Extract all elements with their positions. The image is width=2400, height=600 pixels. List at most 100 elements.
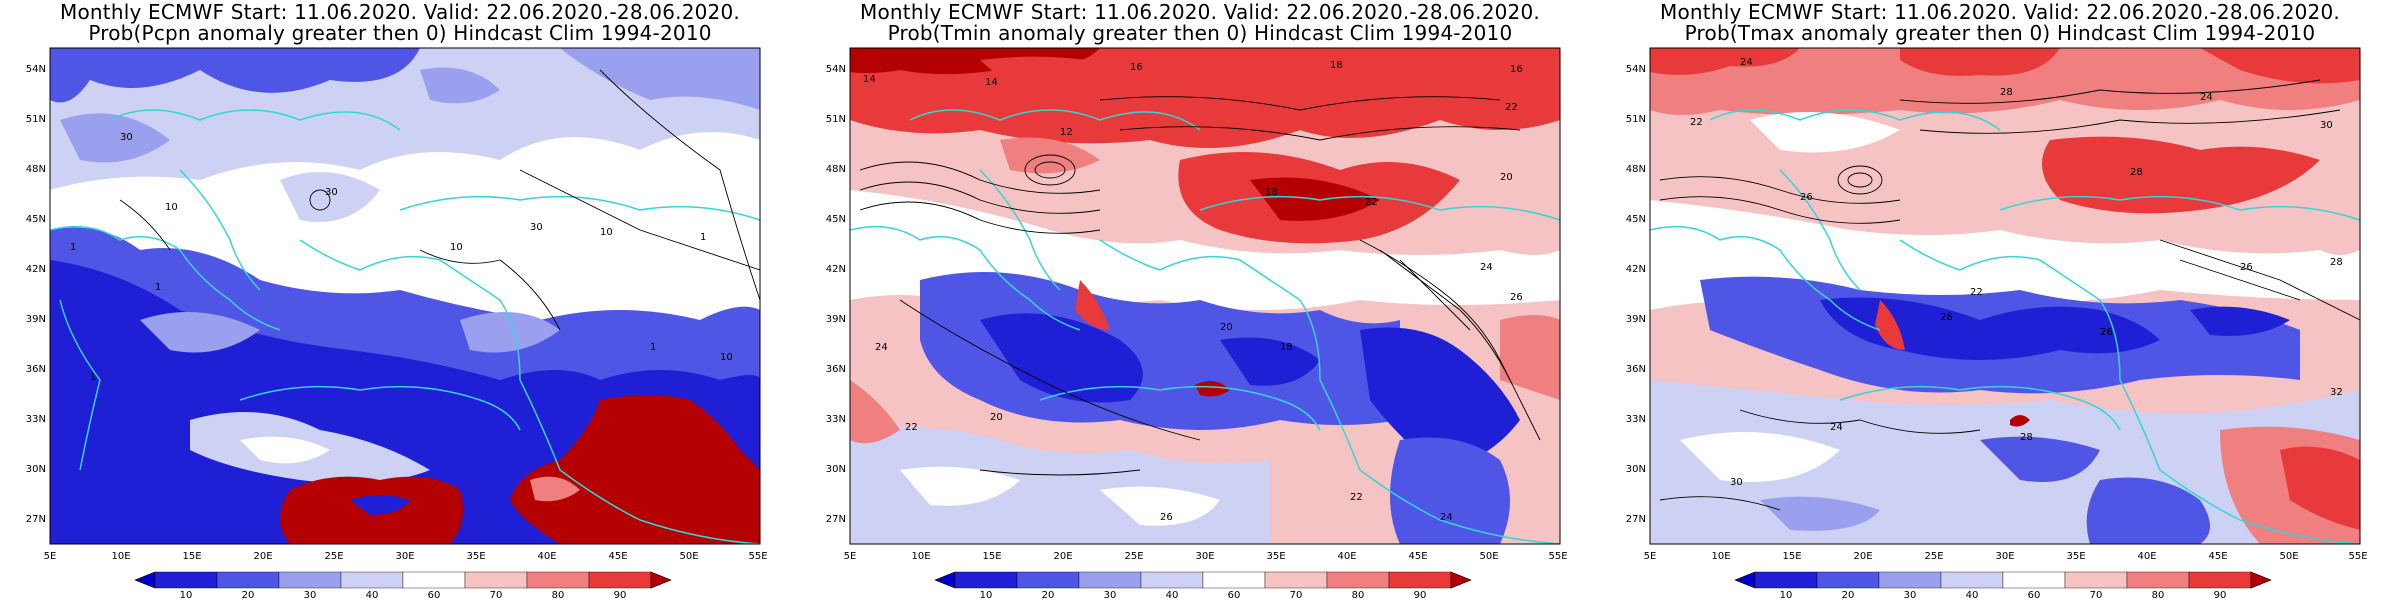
colorbar-label: 30: [1104, 590, 1117, 600]
contour-label: 30: [325, 187, 338, 198]
contour-labels: 14 16 18 16 14 12 20 22 18 22 24 26 24 2…: [863, 60, 1523, 523]
colorbar-label: 40: [366, 590, 379, 600]
contour-label: 30: [530, 222, 543, 233]
contour-label: 26: [1160, 512, 1173, 523]
contour-label: 10: [165, 202, 178, 213]
probability-field: [850, 48, 1560, 544]
lon-tick: 50E: [2279, 551, 2298, 562]
lon-tick: 50E: [679, 551, 698, 562]
lon-axis: 5E 10E 15E 20E 25E 30E 35E 40E 45E 50E 5…: [44, 551, 768, 562]
contour-label: 32: [2330, 387, 2343, 398]
colorbar-label: 30: [304, 590, 317, 600]
coastlines: [850, 109, 1560, 544]
precip-map-svg: 10 30 30 10 1 1 1 1 10 30 1 10 54N 51N 4…: [26, 47, 768, 600]
lon-tick: 15E: [1782, 551, 1801, 562]
colorbar-label: 80: [1352, 590, 1365, 600]
lat-tick: 42N: [826, 264, 846, 275]
lon-tick: 55E: [2348, 551, 2367, 562]
contour-label: 1: [70, 242, 76, 253]
contour-label: 10: [720, 352, 733, 363]
colorbar-labels: 10 20 30 40 60 70 80 90: [1780, 590, 2227, 600]
contour-label: 28: [2130, 167, 2143, 178]
map-panel-precipitation: Monthly ECMWF Start: 11.06.2020. Valid: …: [0, 0, 800, 600]
contour-label: 24: [2200, 92, 2213, 103]
colorbar-labels: 10 20 30 40 60 70 80 90: [980, 590, 1427, 600]
lon-tick: 30E: [1195, 551, 1214, 562]
contour-label: 22: [1690, 117, 1703, 128]
lon-tick: 5E: [44, 551, 57, 562]
lon-axis: 5E 10E 15E 20E 25E 30E 35E 40E 45E 50E 5…: [844, 551, 1568, 562]
lon-tick: 35E: [2066, 551, 2085, 562]
lat-axis: 54N 51N 48N 45N 42N 39N 36N 33N 30N 27N: [1626, 64, 1646, 525]
colorbar-label: 60: [2028, 590, 2041, 600]
contour-label: 22: [905, 422, 918, 433]
lat-tick: 36N: [1626, 364, 1646, 375]
colorbar: [934, 571, 1472, 589]
title-line-1: Monthly ECMWF Start: 11.06.2020. Valid: …: [860, 0, 1540, 24]
lat-tick: 39N: [826, 314, 846, 325]
lon-tick: 40E: [2137, 551, 2156, 562]
contour-label: 1: [650, 342, 656, 353]
lon-tick: 30E: [395, 551, 414, 562]
colorbar-label: 30: [1904, 590, 1917, 600]
coastlines: [1650, 109, 2360, 544]
lon-tick: 20E: [253, 551, 272, 562]
contour-label: 24: [875, 342, 888, 353]
colorbar-label: 60: [1228, 590, 1241, 600]
colorbar-label: 80: [2152, 590, 2165, 600]
lon-tick: 10E: [111, 551, 130, 562]
colorbar-label: 10: [180, 590, 193, 600]
lat-tick: 36N: [26, 364, 46, 375]
tmin-map-svg: 14 16 18 16 14 12 20 22 18 22 24 26 24 2…: [826, 47, 1568, 600]
map-frame: [1649, 47, 2361, 545]
colorbar-label: 40: [1966, 590, 1979, 600]
lon-tick: 25E: [1124, 551, 1143, 562]
colorbar-label: 70: [2090, 590, 2103, 600]
contour-label: 30: [120, 132, 133, 143]
contours: [119, 69, 760, 331]
lat-tick: 45N: [826, 214, 846, 225]
lon-tick: 55E: [1548, 551, 1567, 562]
lon-tick: 40E: [537, 551, 556, 562]
lat-tick: 42N: [1626, 264, 1646, 275]
panel-title: Monthly ECMWF Start: 11.06.2020. Valid: …: [1600, 2, 2400, 44]
lon-tick: 45E: [608, 551, 627, 562]
contours: [859, 96, 1541, 476]
lat-tick: 27N: [826, 514, 846, 525]
lon-tick: 15E: [982, 551, 1001, 562]
lon-tick: 35E: [466, 551, 485, 562]
lon-tick: 5E: [844, 551, 857, 562]
lat-tick: 48N: [1626, 164, 1646, 175]
colorbar-label: 60: [428, 590, 441, 600]
lon-tick: 15E: [182, 551, 201, 562]
contour-label: 24: [1480, 262, 1493, 273]
lat-tick: 51N: [826, 114, 846, 125]
title-line-1: Monthly ECMWF Start: 11.06.2020. Valid: …: [60, 0, 740, 24]
lon-tick: 5E: [1644, 551, 1657, 562]
lon-tick: 25E: [324, 551, 343, 562]
colorbar-label: 90: [2214, 590, 2227, 600]
lon-tick: 40E: [1337, 551, 1356, 562]
contour-label: 26: [1940, 312, 1953, 323]
lon-tick: 50E: [1479, 551, 1498, 562]
contour-label: 10: [450, 242, 463, 253]
contour-label: 30: [2320, 120, 2333, 131]
contour-labels: 24 22 28 30 26 28 24 26 22 28 26 24 32 2…: [1690, 57, 2343, 488]
lat-axis: 54N 51N 48N 45N 42N 39N 36N 33N 30N 27N: [26, 64, 46, 525]
lon-tick: 10E: [911, 551, 930, 562]
lon-tick: 35E: [1266, 551, 1285, 562]
contour-label: 28: [2000, 87, 2013, 98]
lat-tick: 42N: [26, 264, 46, 275]
colorbar-label: 20: [242, 590, 255, 600]
colorbar-label: 10: [980, 590, 993, 600]
contour-label: 1: [700, 232, 706, 243]
contour-label: 20: [1500, 172, 1513, 183]
coastlines: [50, 109, 760, 544]
contour-label: 28: [2020, 432, 2033, 443]
map-panel-tmax: Monthly ECMWF Start: 11.06.2020. Valid: …: [1600, 0, 2400, 600]
contour-label: 30: [1730, 477, 1743, 488]
contour-label: 20: [1220, 322, 1233, 333]
lat-tick: 27N: [26, 514, 46, 525]
panel-title: Monthly ECMWF Start: 11.06.2020. Valid: …: [0, 2, 800, 44]
contour-label: 26: [1510, 292, 1523, 303]
